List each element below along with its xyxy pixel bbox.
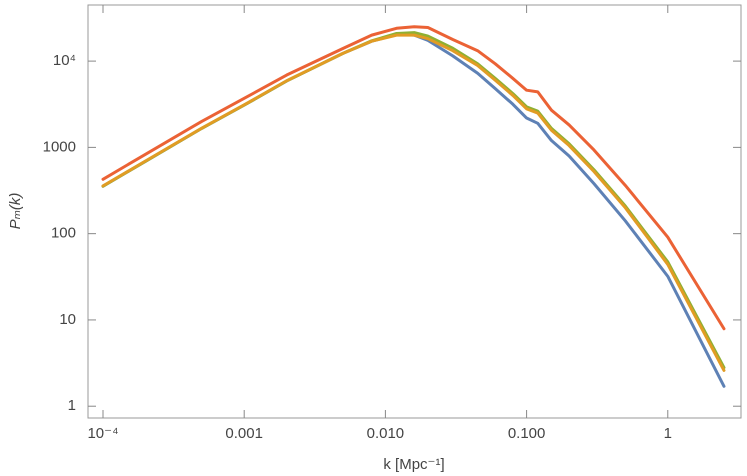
y-tick-label: 10⁴ [53,52,76,69]
data-line [101,25,726,331]
data-line [101,33,726,372]
x-tick-label: 0.001 [225,425,263,442]
data-line [101,31,726,370]
x-tick-label: 10⁻⁴ [87,425,118,442]
x-tick-label: 1 [664,425,672,442]
y-tick-label: 1000 [43,138,76,155]
x-tick-label: 0.100 [508,425,546,442]
data-line [101,32,726,388]
plot-frame [87,4,742,419]
y-tick-label: 10 [59,311,76,328]
x-tick-label: 0.010 [367,425,405,442]
x-axis-title: k [Mpc⁻¹] [383,456,444,473]
y-axis-title: Pₘ(k) [7,193,24,230]
y-tick-label: 100 [51,225,76,242]
y-tick-label: 1 [68,397,76,414]
